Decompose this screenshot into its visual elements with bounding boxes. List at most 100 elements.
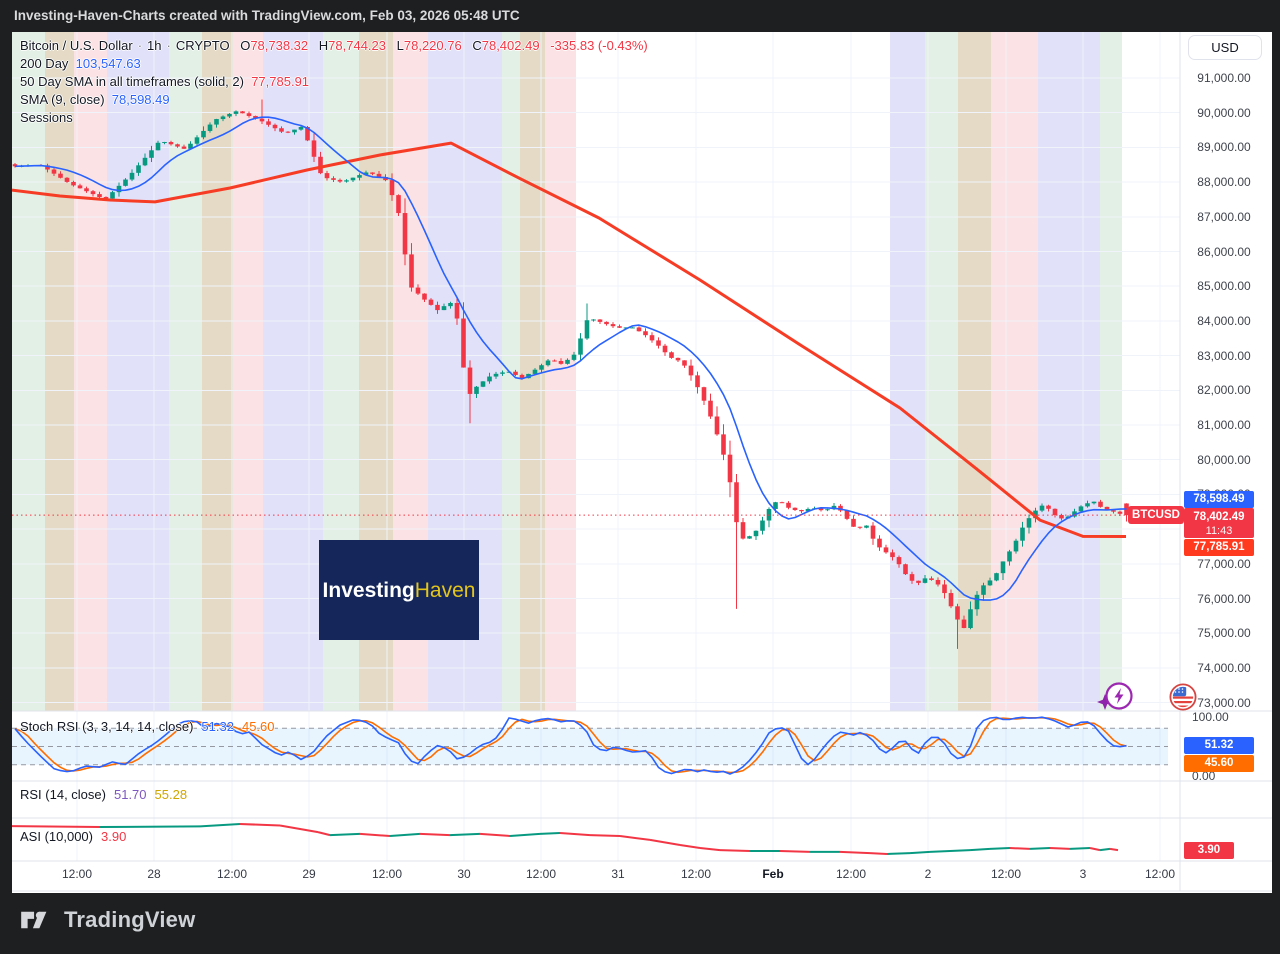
- candle: [77, 185, 83, 189]
- sma50-price-badge: 77,785.91: [1184, 538, 1254, 556]
- candle: [649, 335, 655, 341]
- chart-canvas[interactable]: InvestingHaven: [12, 32, 1272, 893]
- candle: [487, 376, 492, 382]
- currency-toggle-button[interactable]: USD: [1188, 35, 1262, 60]
- candle: [708, 400, 713, 417]
- session-band-green: [169, 32, 202, 711]
- tradingview-wordmark: TradingView: [64, 907, 196, 932]
- candle: [214, 119, 219, 125]
- legend-symbol-row[interactable]: Bitcoin / U.S. Dollar · 1h · CRYPTO O78,738.…: [20, 38, 648, 53]
- close-value: 78,402.49: [481, 38, 540, 53]
- candle: [324, 173, 330, 179]
- candle: [441, 306, 447, 311]
- candle: [207, 124, 213, 131]
- candle: [383, 176, 388, 181]
- candle: [773, 502, 778, 509]
- asi-line-segment: [909, 850, 931, 855]
- stoch-d-badge: 45.60: [1184, 754, 1254, 772]
- candle: [578, 338, 583, 355]
- legend-50day-sma-row[interactable]: 50 Day SMA in all timeframes (solid, 2) …: [20, 74, 310, 89]
- open-value: 78,738.32: [250, 38, 309, 53]
- candle: [175, 144, 180, 147]
- asi-line-segment: [1069, 847, 1091, 850]
- candle: [955, 606, 960, 620]
- rsi-ma-value: 55.28: [154, 787, 188, 802]
- asi-line-segment: [239, 823, 281, 827]
- candle: [701, 387, 707, 401]
- us-flag-event-icon[interactable]: [1168, 682, 1198, 712]
- asi-line-segment: [279, 824, 319, 834]
- candle: [786, 502, 791, 508]
- asi-legend[interactable]: ASI (10,000) 3.90: [20, 829, 127, 844]
- candle: [604, 321, 609, 325]
- candle: [318, 156, 323, 174]
- candle: [64, 177, 70, 182]
- price-axis-label: 87,000.00: [1197, 209, 1251, 224]
- candle: [266, 121, 271, 125]
- session-band-tan: [45, 32, 74, 711]
- candle: [1059, 515, 1064, 519]
- candle: [357, 175, 362, 178]
- candle: [233, 111, 239, 114]
- price-axis-label: 91,000.00: [1197, 71, 1251, 85]
- sma50-value: 77,785.91: [251, 74, 310, 89]
- candle: [1026, 518, 1032, 528]
- candle: [474, 386, 479, 394]
- candle: [903, 564, 908, 575]
- candle: [942, 584, 947, 594]
- legend-200day-row[interactable]: 200 Day 103,547.63: [20, 56, 141, 71]
- rsi-value: 51.70: [113, 787, 147, 802]
- candle: [610, 324, 616, 327]
- candle: [1104, 506, 1110, 511]
- candle: [987, 580, 993, 586]
- candle: [428, 299, 434, 305]
- candle: [240, 111, 245, 114]
- candle: [682, 360, 687, 366]
- candle: [974, 594, 980, 610]
- candle: [753, 530, 759, 537]
- candle: [435, 304, 440, 311]
- candle: [656, 340, 661, 346]
- tradingview-logo[interactable]: TradingView: [20, 907, 195, 933]
- candle: [675, 357, 681, 361]
- price-axis-label: 81,000.00: [1197, 418, 1251, 432]
- candle: [994, 573, 999, 581]
- candle: [513, 371, 518, 375]
- candle: [1117, 511, 1123, 514]
- candle: [253, 115, 258, 119]
- stoch-rsi-legend[interactable]: Stoch RSI (3, 3, 14, 14, close) 51.32 45.6…: [20, 719, 275, 734]
- time-axis-label: 12:00: [835, 867, 867, 881]
- time-axis-label: 12:00: [61, 867, 93, 881]
- candle: [142, 157, 148, 166]
- candle: [838, 505, 843, 511]
- rsi-legend[interactable]: RSI (14, close) 51.70 55.28: [20, 787, 188, 802]
- sma200-value: 103,547.63: [75, 56, 141, 71]
- candle: [896, 557, 902, 565]
- candle: [129, 172, 135, 180]
- time-axis-label: 12:00: [1144, 867, 1176, 881]
- asi-line-segment: [619, 835, 651, 841]
- svg-text:InvestingHaven: InvestingHaven: [323, 579, 476, 602]
- candle: [851, 518, 856, 527]
- candle: [922, 578, 928, 583]
- session-band-pink: [74, 32, 107, 711]
- candle: [669, 352, 674, 358]
- candle: [123, 179, 128, 186]
- time-axis-label: 12:00: [216, 867, 248, 881]
- tradingview-mark-icon: [21, 911, 47, 929]
- main-legend: Bitcoin / U.S. Dollar · 1h · CRYPTO O78,738.…: [20, 37, 648, 127]
- legend-sma9-row[interactable]: SMA (9, close) 78,598.49: [20, 92, 170, 107]
- session-band-pink: [991, 32, 1038, 711]
- time-axis-label: 28: [147, 867, 161, 881]
- price-axis-label: 73,000.00: [1197, 695, 1251, 710]
- candle: [662, 345, 668, 353]
- price-axis-label: 76,000.00: [1197, 591, 1251, 606]
- asi-line-segment: [989, 847, 1011, 850]
- candle: [630, 327, 635, 329]
- asi-line-segment: [559, 832, 591, 837]
- candle: [1020, 527, 1025, 541]
- asi-line-segment: [869, 852, 888, 855]
- legend-sessions-row[interactable]: Sessions: [20, 110, 73, 125]
- timeframe: 1h: [147, 38, 162, 53]
- quick-action-lightning-icon[interactable]: [1088, 678, 1136, 716]
